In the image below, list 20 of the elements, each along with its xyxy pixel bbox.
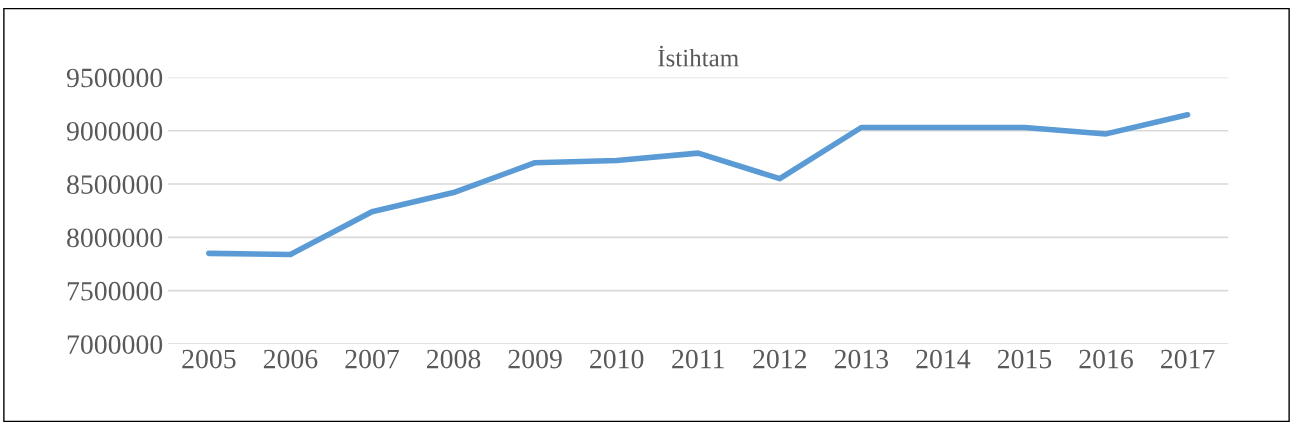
x-tick-label: 2015 <box>997 349 1052 369</box>
x-tick-label: 2007 <box>345 349 399 369</box>
x-tick-label: 2009 <box>508 349 562 369</box>
y-tick-label: 8000000 <box>67 228 163 248</box>
x-tick-label: 2010 <box>590 349 644 369</box>
y-tick-label: 8500000 <box>67 175 163 194</box>
x-tick-label: 2012 <box>753 349 807 369</box>
x-tick-label: 2013 <box>834 349 889 369</box>
x-tick-label: 2017 <box>1161 349 1215 369</box>
y-tick-label: 7500000 <box>67 281 163 301</box>
y-tick-label: 9500000 <box>66 68 163 88</box>
x-tick-label: 2011 <box>672 349 724 369</box>
x-tick-label: 2005 <box>182 349 236 369</box>
x-tick-label: 2014 <box>916 349 971 369</box>
chart-title: İstihtam <box>658 45 739 67</box>
y-tick-label: 9000000 <box>66 121 163 141</box>
x-tick-label: 2016 <box>1079 349 1133 369</box>
y-tick-label: 7000000 <box>67 335 163 354</box>
x-tick-label: 2008 <box>426 349 481 369</box>
x-tick-label: 2006 <box>263 349 318 369</box>
